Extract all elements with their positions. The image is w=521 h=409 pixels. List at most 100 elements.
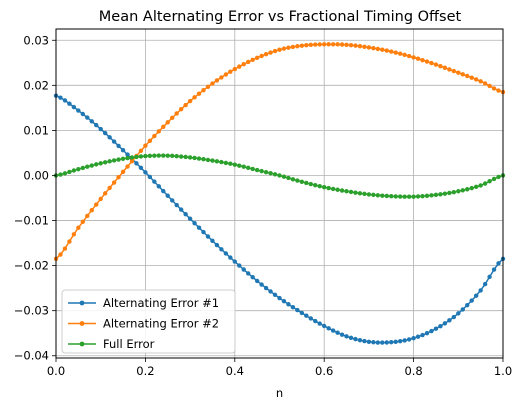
data-point <box>67 239 72 244</box>
data-point <box>125 152 130 157</box>
series-2 <box>53 42 506 262</box>
data-point <box>429 193 434 198</box>
data-point <box>89 163 94 168</box>
data-point <box>415 194 421 199</box>
data-point <box>496 261 501 266</box>
data-point <box>357 191 363 196</box>
data-point <box>111 158 117 163</box>
data-point <box>214 159 220 164</box>
data-point <box>460 72 465 77</box>
data-point <box>210 238 215 244</box>
data-point <box>353 190 358 195</box>
data-point <box>384 193 389 199</box>
x-tick-label: 0.6 <box>315 364 333 378</box>
data-point <box>447 67 452 72</box>
data-point <box>380 340 385 345</box>
data-point <box>397 338 403 344</box>
data-point <box>299 43 305 48</box>
data-point <box>371 192 376 198</box>
data-point <box>281 299 287 304</box>
data-point <box>107 185 112 191</box>
data-point <box>223 251 229 256</box>
data-point <box>156 153 162 158</box>
data-point <box>120 156 126 161</box>
data-point <box>415 56 421 61</box>
data-point <box>196 91 202 96</box>
data-point <box>85 213 90 219</box>
data-point <box>250 166 255 172</box>
data-point <box>335 330 340 335</box>
data-point <box>465 187 470 192</box>
data-point <box>143 170 148 175</box>
data-point <box>219 159 224 165</box>
data-point <box>366 192 372 197</box>
x-tick-label: 0.2 <box>136 364 154 378</box>
data-point <box>219 75 224 80</box>
data-point <box>71 168 77 173</box>
data-point <box>272 48 278 54</box>
legend-entry: Alternating Error #2 <box>68 317 219 331</box>
data-point <box>491 176 497 182</box>
plot-area-frame <box>55 28 504 359</box>
data-point <box>268 50 273 55</box>
data-point <box>241 267 246 272</box>
data-point <box>259 53 264 59</box>
data-point <box>415 334 421 339</box>
data-point <box>402 194 407 199</box>
data-point <box>210 81 215 86</box>
data-point <box>237 163 242 168</box>
data-point <box>246 59 251 65</box>
data-point <box>272 172 278 177</box>
data-point <box>389 49 394 54</box>
data-point <box>259 282 264 287</box>
data-point <box>429 60 434 66</box>
data-point <box>116 143 121 149</box>
data-point <box>80 165 86 171</box>
data-point <box>420 193 425 199</box>
data-point <box>192 221 197 226</box>
data-point <box>389 340 394 345</box>
data-point <box>402 338 407 343</box>
data-point <box>170 153 175 159</box>
data-point <box>134 154 139 160</box>
x-tick-label: 1.0 <box>494 364 512 378</box>
data-point <box>299 179 305 184</box>
data-point <box>496 88 501 93</box>
data-point <box>362 191 367 197</box>
data-point <box>143 153 148 159</box>
data-point <box>250 57 255 63</box>
data-point <box>98 196 103 202</box>
data-point <box>442 191 448 196</box>
data-point <box>411 55 416 60</box>
data-point <box>469 75 474 80</box>
data-point <box>447 190 452 196</box>
data-point <box>228 161 233 166</box>
data-point <box>384 48 389 53</box>
data-point <box>447 318 452 323</box>
data-point <box>317 42 322 47</box>
data-point <box>456 311 461 316</box>
data-point <box>317 184 322 189</box>
data-point <box>94 122 99 128</box>
data-point <box>187 98 193 104</box>
data-point <box>380 47 385 52</box>
data-point <box>406 53 412 59</box>
y-tick-label: 0.02 <box>23 78 49 92</box>
data-point <box>237 64 242 69</box>
data-point <box>339 42 345 47</box>
data-point <box>456 70 461 75</box>
legend-label: Alternating Error #1 <box>103 296 219 310</box>
data-point <box>487 179 492 184</box>
data-point <box>348 42 354 48</box>
data-point <box>438 323 443 329</box>
data-point <box>268 289 273 294</box>
data-point <box>451 189 457 195</box>
data-point <box>433 326 439 331</box>
data-point <box>156 129 162 134</box>
data-point <box>473 293 479 298</box>
data-point <box>161 124 166 129</box>
data-point <box>478 288 483 293</box>
data-point <box>237 263 242 268</box>
data-point <box>290 305 296 310</box>
